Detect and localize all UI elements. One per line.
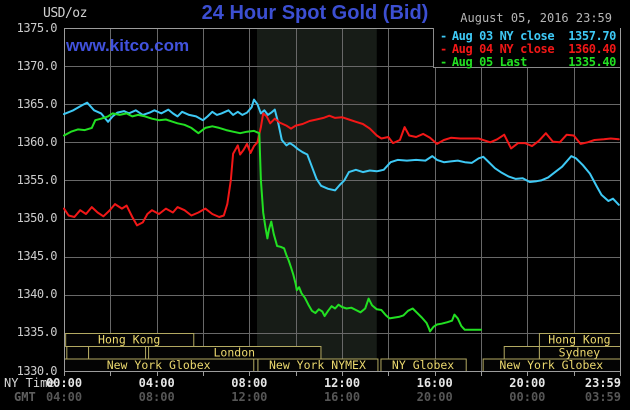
x-tick-label: 03:59 — [584, 390, 621, 404]
x-tick-label: 00:00 — [509, 390, 546, 404]
y-tick-label: 1330.0 — [16, 363, 58, 378]
y-tick-label: 1355.0 — [16, 172, 58, 187]
market-session-label: Sydney — [559, 345, 601, 359]
kitco-watermark-link[interactable]: www.kitco.com — [66, 36, 190, 55]
x-tick-label: 04:00 — [138, 376, 175, 390]
y-tick-label: 1340.0 — [16, 287, 58, 302]
x-axis-row-label-nytime: NY Time — [4, 376, 55, 390]
x-tick-label: 20:00 — [509, 376, 546, 390]
x-tick-label: 23:59 — [584, 376, 621, 390]
x-tick-label: 08:00 — [138, 390, 175, 404]
y-tick-label: 1335.0 — [16, 325, 58, 340]
x-axis-row-label-gmt: GMT — [14, 390, 36, 404]
y-tick-label: 1360.0 — [16, 134, 58, 149]
price-line-aug04 — [63, 112, 620, 227]
price-line-aug05 — [63, 112, 482, 333]
price-line-aug03 — [63, 98, 620, 206]
legend-line-marker: - — [440, 54, 447, 69]
x-tick-label: 16:00 — [416, 376, 453, 390]
x-tick-label: 08:00 — [231, 376, 268, 390]
x-tick-label: 12:00 — [231, 390, 268, 404]
x-tick-label: 12:00 — [323, 376, 361, 390]
nymex-hours-highlight-band — [256, 28, 377, 371]
legend-item-aug05: - Aug 05 Last 1335.40 — [440, 54, 616, 69]
legend-line-marker: - — [440, 41, 447, 56]
y-tick-label: 1350.0 — [16, 211, 58, 226]
legend-item-aug04: - Aug 04 NY close 1360.40 — [440, 41, 616, 56]
market-session-label: New York Globex — [107, 358, 211, 372]
plot-border — [64, 28, 621, 372]
market-session-label: NY Globex — [392, 358, 454, 372]
chart-legend: - Aug 03 NY close 1357.70 - Aug 04 NY cl… — [433, 28, 620, 69]
legend-value: 1335.40 — [568, 54, 616, 69]
legend-item-aug03: - Aug 03 NY close 1357.70 — [440, 28, 616, 43]
chart-title: 24 Hour Spot Gold (Bid) — [201, 2, 429, 24]
x-tick-label: 20:00 — [416, 390, 453, 404]
legend-label: Aug 04 NY close — [451, 41, 555, 56]
legend-value: 1357.70 — [568, 28, 616, 43]
market-session-label: London — [214, 345, 256, 359]
chart-datetime: August 05, 2016 23:59 — [460, 11, 612, 25]
market-session-box — [66, 346, 90, 360]
x-tick-label: 04:00 — [45, 390, 83, 404]
legend-line-marker: - — [440, 28, 447, 43]
market-session-label: Hong Kong — [548, 333, 610, 347]
market-session-label: New York NYMEX — [269, 358, 366, 372]
y-tick-label: 1365.0 — [16, 96, 58, 111]
y-tick-label: 1375.0 — [16, 20, 58, 35]
x-tick-label: 16:00 — [323, 390, 361, 404]
y-tick-label: 1370.0 — [16, 58, 58, 73]
market-session-label: New York Globex — [499, 358, 603, 372]
legend-label: Aug 05 Last — [451, 54, 527, 69]
legend-label: Aug 03 NY close — [451, 28, 555, 43]
legend-value: 1360.40 — [568, 41, 616, 56]
x-tick-label: 00:00 — [45, 376, 83, 390]
market-session-label: Hong Kong — [98, 333, 160, 347]
y-axis-unit-label: USD/oz — [43, 6, 87, 21]
y-tick-label: 1345.0 — [16, 249, 58, 264]
